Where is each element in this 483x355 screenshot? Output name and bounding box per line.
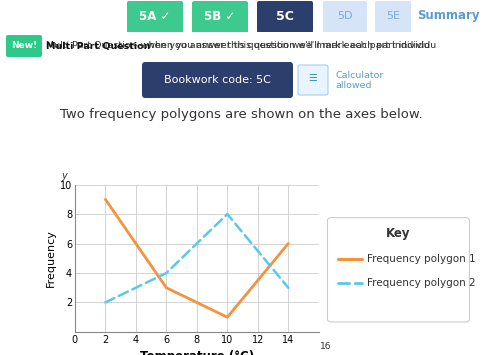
Text: Two frequency polygons are shown on the axes below.: Two frequency polygons are shown on the … [60, 109, 423, 121]
Text: 5D: 5D [337, 11, 353, 21]
FancyBboxPatch shape [142, 62, 293, 98]
Text: Key: Key [386, 227, 411, 240]
FancyBboxPatch shape [375, 1, 411, 33]
Text: Multi Part Question – when you answer this question we'll mark each part individ: Multi Part Question – when you answer th… [46, 42, 436, 50]
Text: Bookwork code: 5C: Bookwork code: 5C [164, 75, 270, 85]
Text: 16: 16 [320, 342, 331, 351]
Y-axis label: Frequency: Frequency [46, 229, 56, 287]
Text: y: y [61, 171, 67, 181]
Text: 5B ✓: 5B ✓ [204, 10, 236, 22]
Text: 5C: 5C [276, 10, 294, 22]
Text: New!: New! [11, 42, 37, 50]
Text: 5E: 5E [386, 11, 400, 21]
Text: Frequency polygon 2: Frequency polygon 2 [367, 278, 475, 288]
Text: Frequency polygon 1: Frequency polygon 1 [367, 254, 475, 264]
Text: ☰: ☰ [309, 73, 317, 83]
Text: Multi Part Question: Multi Part Question [46, 42, 150, 50]
FancyBboxPatch shape [257, 1, 313, 33]
Text: Calculator: Calculator [335, 71, 384, 81]
Text: – when you answer this question we'll mark each part individu: – when you answer this question we'll ma… [130, 42, 430, 50]
FancyBboxPatch shape [298, 65, 328, 95]
FancyBboxPatch shape [327, 218, 469, 322]
FancyBboxPatch shape [6, 35, 42, 57]
Text: Summary: Summary [417, 10, 479, 22]
X-axis label: Temperature (°C): Temperature (°C) [140, 350, 254, 355]
Text: 5A ✓: 5A ✓ [139, 10, 170, 22]
FancyBboxPatch shape [192, 1, 248, 33]
Text: allowed: allowed [335, 82, 371, 91]
FancyBboxPatch shape [323, 1, 367, 33]
FancyBboxPatch shape [127, 1, 183, 33]
